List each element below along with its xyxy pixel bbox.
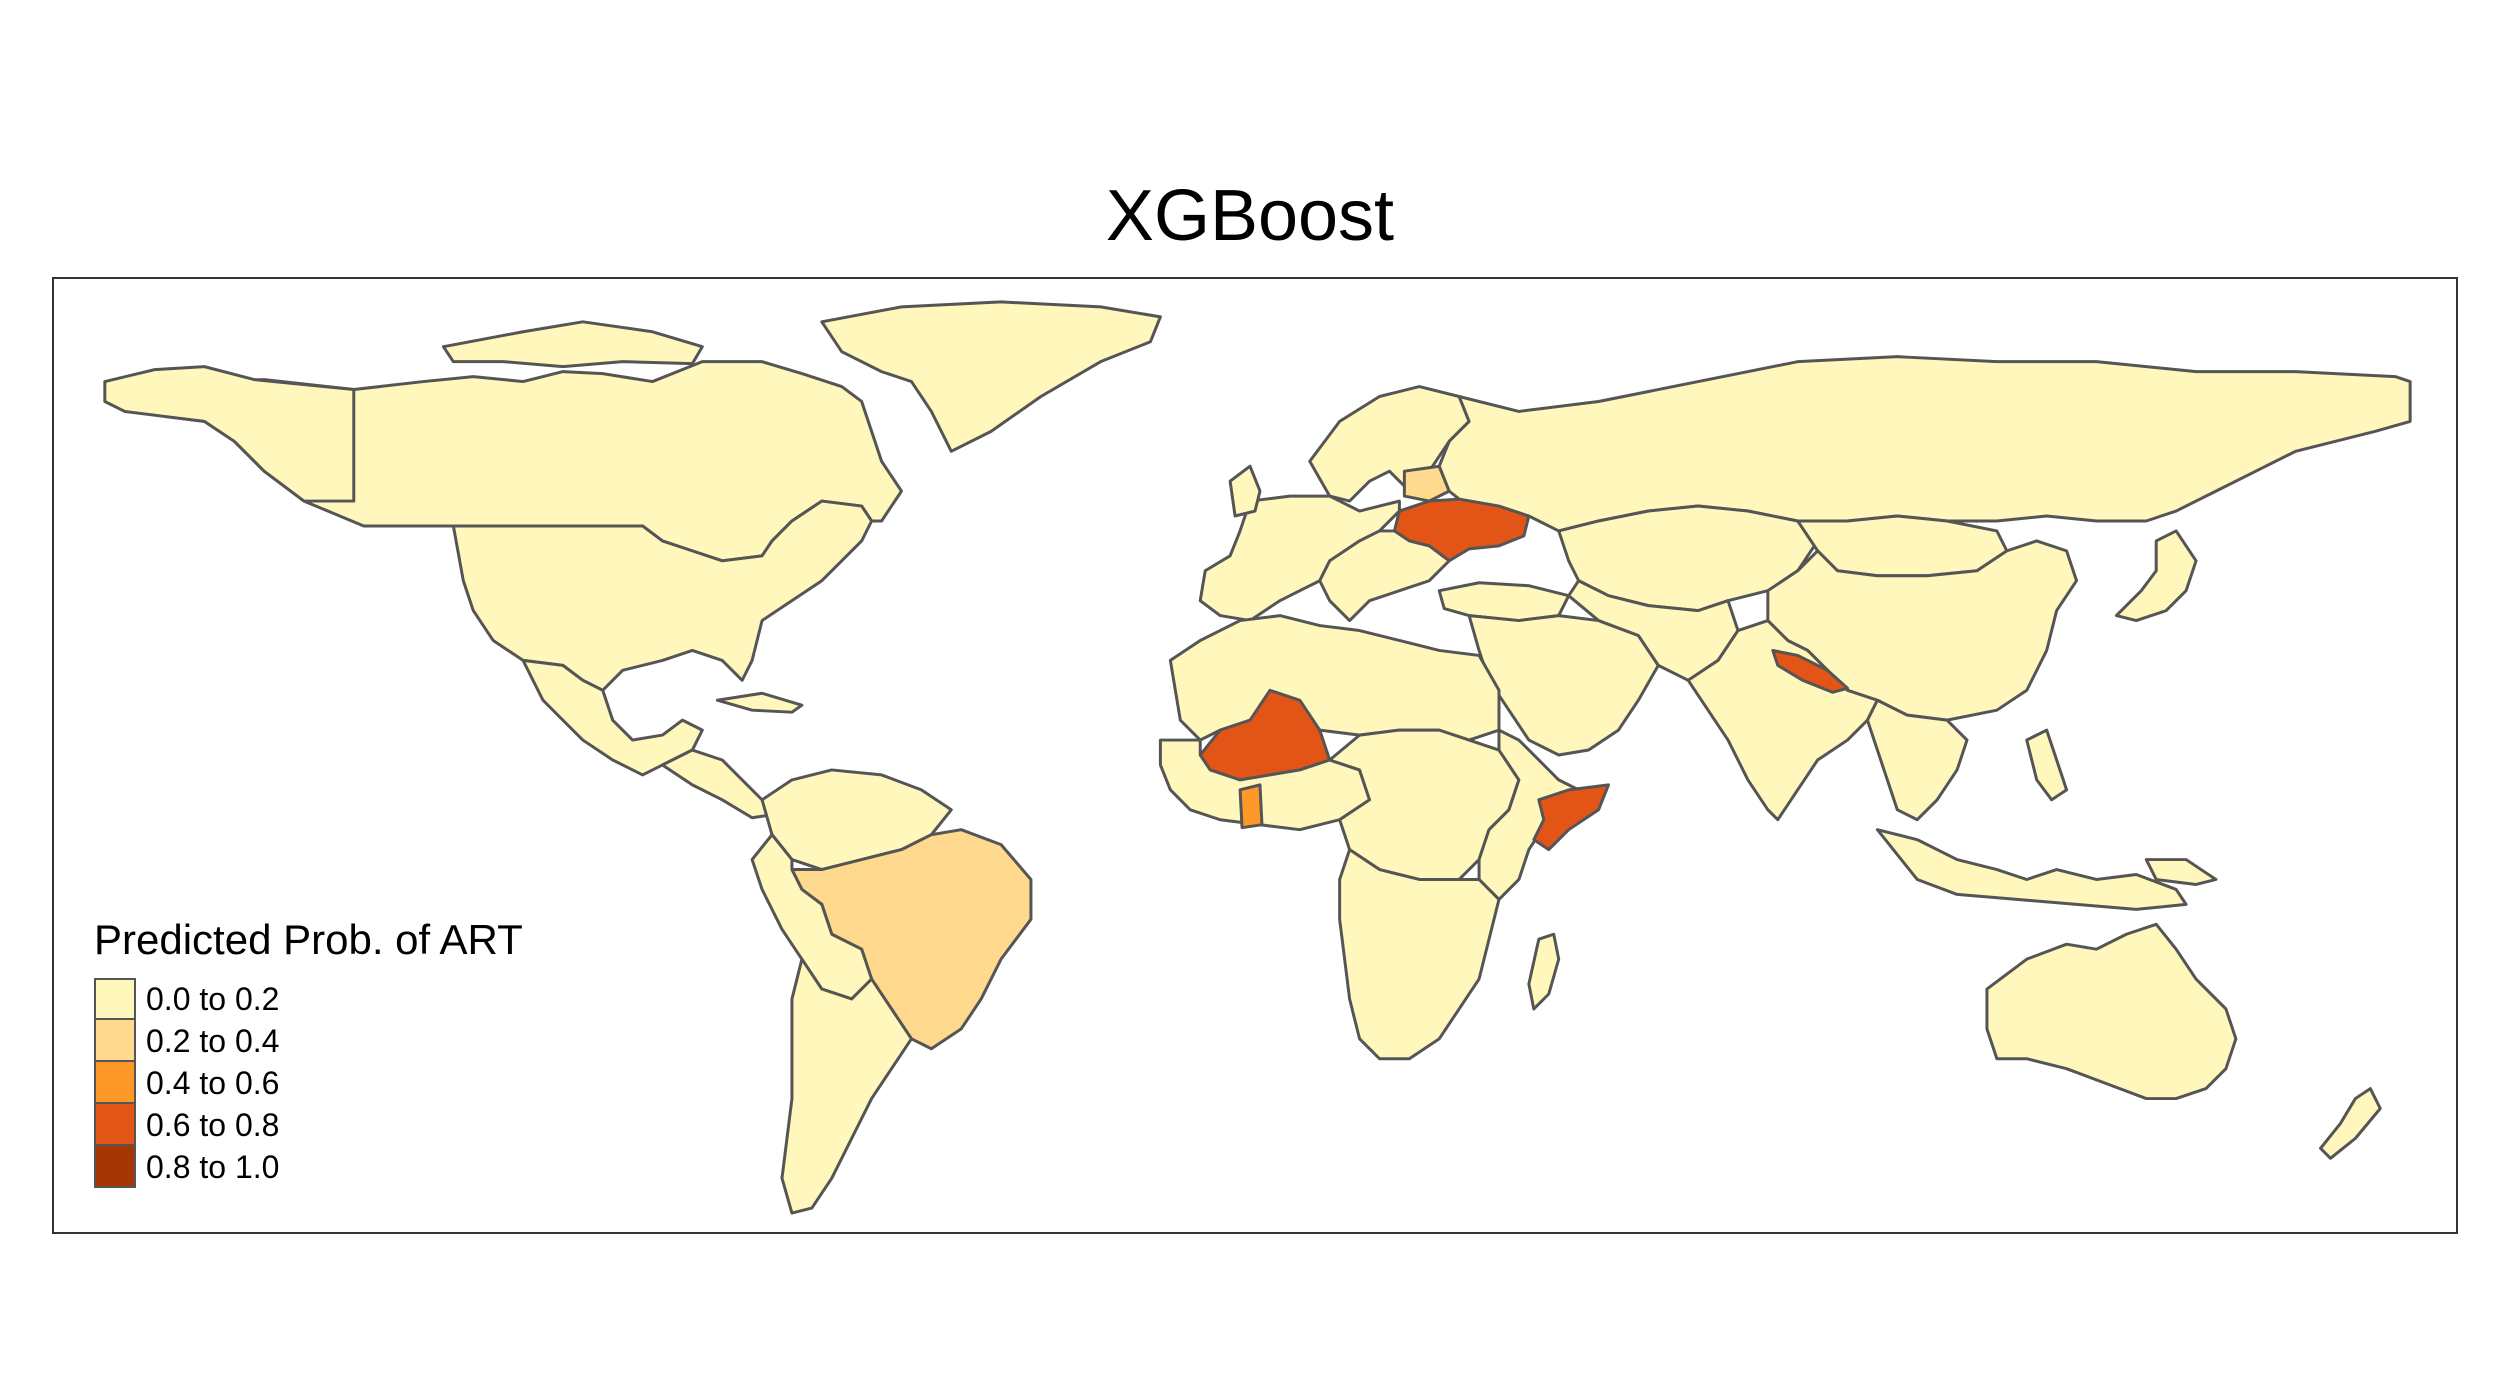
country-central-america[interactable]	[660, 748, 774, 820]
country-madagascar[interactable]	[1527, 932, 1561, 1011]
legend-label: 0.4 to 0.6	[146, 1064, 280, 1101]
legend-swatch	[94, 978, 136, 1020]
legend-label: 0.2 to 0.4	[146, 1022, 280, 1059]
country-mexico[interactable]	[521, 658, 704, 777]
country-australia[interactable]	[1985, 922, 2238, 1101]
country-new-zealand[interactable]	[2319, 1087, 2382, 1160]
country-greenland[interactable]	[820, 300, 1162, 453]
country-somalia[interactable]	[1532, 783, 1611, 852]
map-frame: Predicted Prob. of ART 0.0 to 0.2 0.2 to …	[52, 277, 2458, 1234]
country-turkey[interactable]	[1437, 581, 1571, 623]
country-russia[interactable]	[1437, 355, 2412, 533]
legend-swatch	[94, 1104, 136, 1146]
legend-swatch	[94, 1020, 136, 1062]
country-philippines[interactable]	[2025, 728, 2069, 802]
country-southern-africa[interactable]	[1338, 848, 1501, 1061]
legend-swatch	[94, 1062, 136, 1104]
legend-row: 0.8 to 1.0	[94, 1146, 523, 1188]
country-indonesia[interactable]	[1875, 828, 2188, 911]
legend-title: Predicted Prob. of ART	[94, 916, 523, 963]
legend-label: 0.8 to 1.0	[146, 1148, 280, 1185]
country-southeast-asia[interactable]	[1865, 698, 1969, 822]
country-papua-new-guinea[interactable]	[2144, 858, 2218, 886]
country-uk[interactable]	[1228, 464, 1262, 518]
legend: Predicted Prob. of ART 0.0 to 0.2 0.2 to …	[94, 916, 523, 1188]
country-japan[interactable]	[2114, 529, 2198, 623]
country-north-africa[interactable]	[1168, 614, 1501, 742]
country-canada-islands[interactable]	[441, 320, 704, 369]
country-argentina-chile[interactable]	[780, 957, 913, 1215]
country-nepal[interactable]	[1771, 648, 1850, 694]
legend-row: 0.0 to 0.2	[94, 978, 523, 1020]
country-belarus[interactable]	[1402, 464, 1451, 503]
legend-swatch	[94, 1146, 136, 1188]
country-alaska[interactable]	[103, 365, 356, 503]
legend-row: 0.2 to 0.4	[94, 1020, 523, 1062]
legend-row: 0.6 to 0.8	[94, 1104, 523, 1146]
country-cuba[interactable]	[715, 691, 804, 714]
map-title: XGBoost	[1105, 176, 1395, 256]
country-ghana[interactable]	[1238, 783, 1264, 830]
legend-label: 0.0 to 0.2	[146, 980, 280, 1017]
legend-items: 0.0 to 0.2 0.2 to 0.4 0.4 to 0.6 0.6 to 0.8…	[94, 978, 523, 1188]
legend-label: 0.6 to 0.8	[146, 1106, 280, 1143]
country-east-africa[interactable]	[1477, 728, 1581, 901]
country-eastern-europe[interactable]	[1318, 529, 1451, 623]
country-scandinavia[interactable]	[1308, 385, 1471, 503]
legend-row: 0.4 to 0.6	[94, 1062, 523, 1104]
world-map	[103, 300, 2412, 1215]
